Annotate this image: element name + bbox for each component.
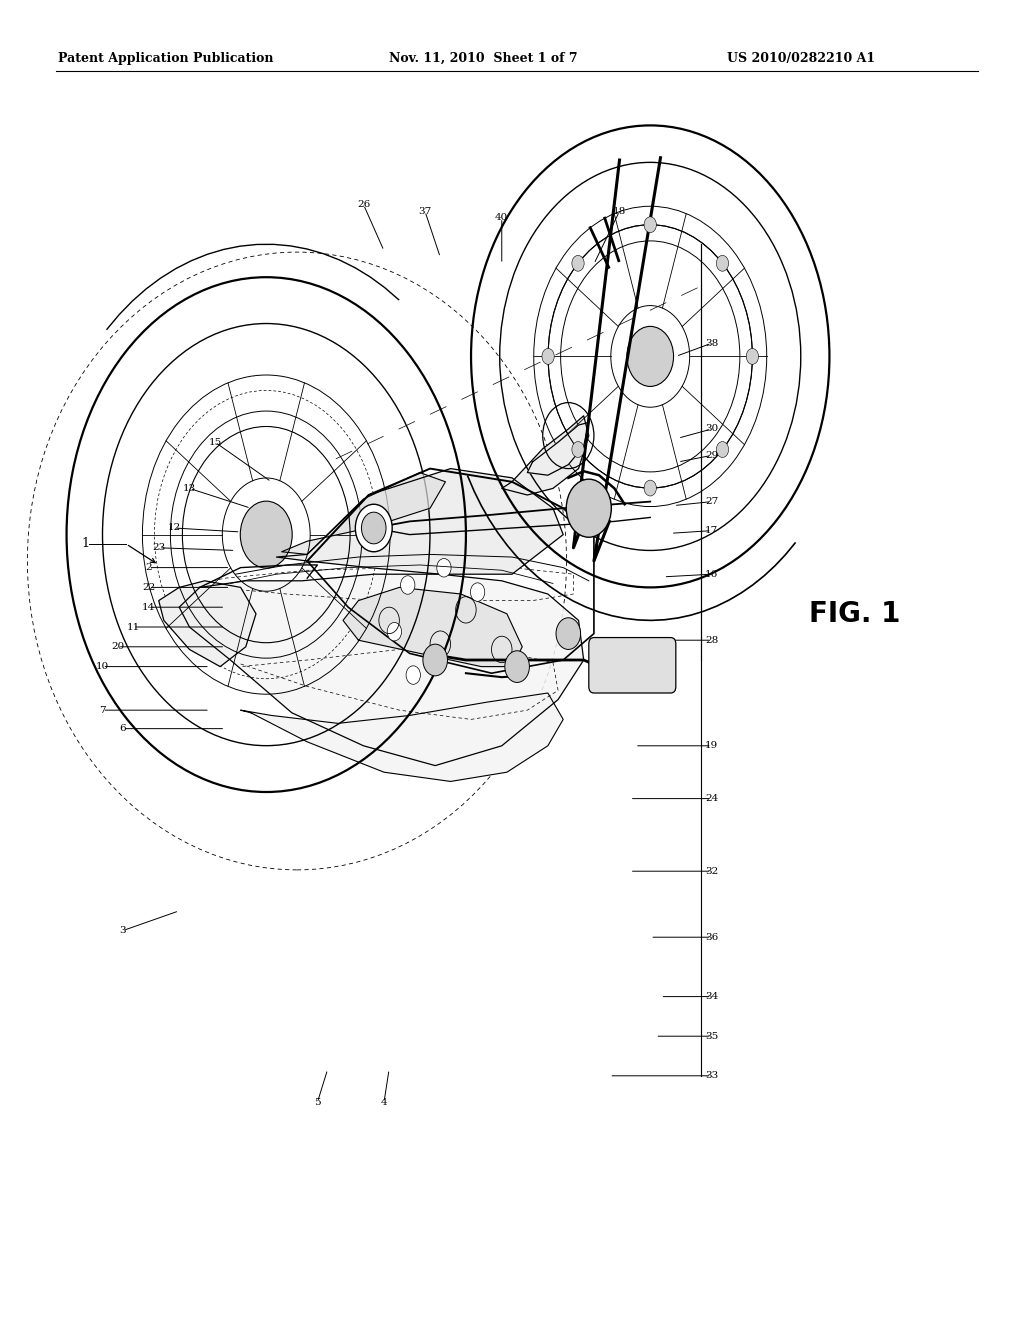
- Circle shape: [387, 623, 401, 642]
- Text: 30: 30: [706, 425, 718, 433]
- Circle shape: [437, 558, 452, 577]
- Circle shape: [542, 348, 554, 364]
- Circle shape: [241, 502, 292, 568]
- Text: 17: 17: [706, 527, 718, 535]
- Text: 12: 12: [168, 524, 180, 532]
- Text: FIG. 1: FIG. 1: [809, 599, 901, 628]
- Circle shape: [717, 442, 729, 458]
- Circle shape: [627, 326, 674, 387]
- FancyBboxPatch shape: [589, 638, 676, 693]
- Polygon shape: [179, 574, 584, 766]
- Circle shape: [571, 255, 584, 271]
- Text: 32: 32: [706, 867, 718, 875]
- Circle shape: [505, 651, 529, 682]
- Circle shape: [644, 480, 656, 496]
- Text: 15: 15: [209, 438, 221, 446]
- Circle shape: [361, 512, 386, 544]
- Text: 29: 29: [706, 451, 718, 459]
- Text: 28: 28: [706, 636, 718, 644]
- Text: 37: 37: [419, 207, 431, 215]
- Text: 10: 10: [96, 663, 109, 671]
- Text: 4: 4: [381, 1098, 387, 1106]
- Polygon shape: [527, 422, 589, 475]
- Text: 20: 20: [112, 643, 124, 651]
- Text: 16: 16: [706, 570, 718, 578]
- Text: 6: 6: [120, 725, 126, 733]
- Text: 11: 11: [127, 623, 139, 631]
- Polygon shape: [241, 693, 563, 781]
- Text: 2: 2: [145, 564, 152, 572]
- Text: 13: 13: [183, 484, 196, 492]
- Circle shape: [717, 255, 729, 271]
- Circle shape: [644, 216, 656, 232]
- Text: Nov. 11, 2010  Sheet 1 of 7: Nov. 11, 2010 Sheet 1 of 7: [389, 53, 578, 65]
- Text: 38: 38: [706, 339, 718, 347]
- Circle shape: [566, 479, 611, 537]
- Circle shape: [423, 644, 447, 676]
- Circle shape: [400, 576, 415, 594]
- Text: 34: 34: [706, 993, 718, 1001]
- Text: 19: 19: [706, 742, 718, 750]
- Text: 36: 36: [706, 933, 718, 941]
- Polygon shape: [502, 416, 589, 495]
- Text: 18: 18: [613, 207, 626, 215]
- Circle shape: [407, 665, 421, 684]
- Polygon shape: [282, 473, 445, 554]
- Text: 23: 23: [153, 544, 165, 552]
- Text: 3: 3: [120, 927, 126, 935]
- Circle shape: [571, 442, 584, 458]
- Text: 26: 26: [357, 201, 370, 209]
- Text: 33: 33: [706, 1072, 718, 1080]
- Text: 35: 35: [706, 1032, 718, 1040]
- Polygon shape: [159, 581, 256, 667]
- Text: US 2010/0282210 A1: US 2010/0282210 A1: [727, 53, 876, 65]
- Polygon shape: [343, 587, 522, 667]
- Circle shape: [556, 618, 581, 649]
- Text: 1: 1: [81, 537, 89, 550]
- Circle shape: [746, 348, 759, 364]
- Text: 5: 5: [314, 1098, 321, 1106]
- Text: 7: 7: [99, 706, 105, 714]
- Text: 27: 27: [706, 498, 718, 506]
- Circle shape: [355, 504, 392, 552]
- Text: 24: 24: [706, 795, 718, 803]
- Circle shape: [470, 583, 484, 602]
- Text: 14: 14: [142, 603, 155, 611]
- Polygon shape: [276, 469, 563, 574]
- Text: 40: 40: [496, 214, 508, 222]
- Text: Patent Application Publication: Patent Application Publication: [58, 53, 273, 65]
- Text: 22: 22: [142, 583, 155, 591]
